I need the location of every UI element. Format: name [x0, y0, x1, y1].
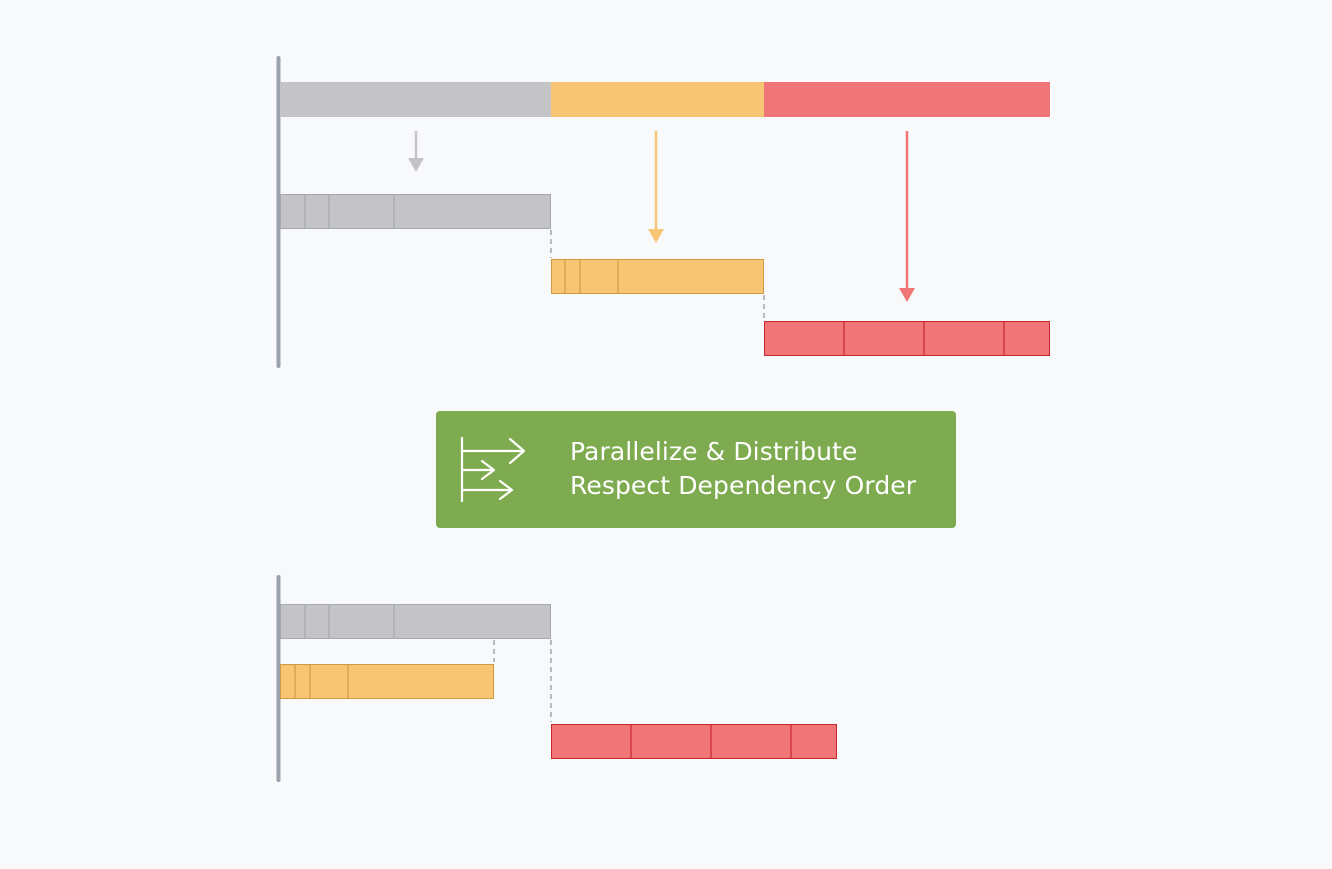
top-diagram — [276, 56, 1050, 368]
parallelize-banner: Parallelize & Distribute Respect Depende… — [436, 411, 956, 528]
parallel-arrows-icon — [460, 436, 526, 503]
bottom-diagram — [276, 575, 837, 782]
overview-segment-yellow — [551, 82, 764, 117]
expand-arrow-gray — [408, 131, 424, 172]
task-block-gray — [280, 194, 551, 229]
task-block-gray — [280, 604, 551, 639]
bottom-task-gray — [280, 604, 551, 639]
banner-title-line-2: Respect Dependency Order — [570, 471, 917, 500]
bottom-task-red — [551, 724, 837, 759]
top-task-red — [764, 321, 1050, 356]
top-task-yellow — [551, 259, 764, 294]
task-block-red — [551, 724, 837, 759]
overview-segment-gray — [280, 82, 551, 117]
top-task-gray — [280, 194, 551, 229]
overview-bar — [280, 82, 1050, 117]
bottom-task-yellow — [280, 664, 494, 699]
expand-arrow-red — [899, 131, 915, 302]
overview-segment-red — [764, 82, 1050, 117]
expand-arrow-yellow — [648, 131, 664, 243]
banner-title-line-1: Parallelize & Distribute — [570, 437, 858, 466]
task-block-red — [764, 321, 1050, 356]
task-block-yellow — [280, 664, 494, 699]
task-block-yellow — [551, 259, 764, 294]
